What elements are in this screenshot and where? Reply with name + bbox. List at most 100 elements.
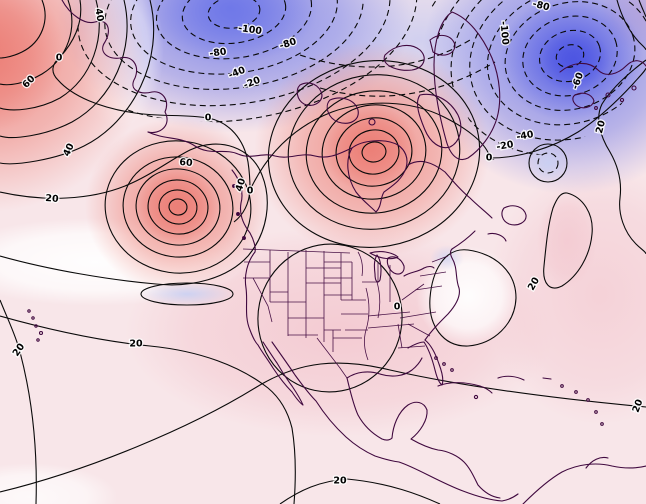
coastline-newfoundland	[501, 205, 527, 226]
island-antilles	[586, 398, 590, 402]
contour-label: 0	[247, 186, 254, 197]
pale-cold-pacific-streak	[139, 282, 235, 306]
contour-ring	[538, 29, 602, 83]
coastline-path	[346, 357, 423, 379]
contour-ring	[361, 141, 387, 163]
state-borders	[242, 248, 449, 379]
zero-band-southeast	[416, 246, 520, 346]
island-baffin	[416, 93, 462, 149]
contour-ring	[504, 1, 636, 111]
coastline-path	[451, 230, 476, 250]
lake-erie-ontario	[403, 265, 435, 277]
contour-label: 40	[92, 8, 105, 23]
zero-line-north-hudson	[249, 102, 491, 191]
coastal-islet	[619, 97, 625, 103]
contour-ring	[147, 179, 209, 235]
coastline-path	[407, 160, 493, 219]
coastline-florida	[407, 339, 444, 386]
zero-line-greenland-se	[489, 67, 646, 159]
border-segment	[242, 248, 351, 254]
contour-label: -40	[516, 129, 535, 143]
warm-teardrop-tint	[537, 192, 597, 288]
contour-ring-pale-disk	[528, 143, 568, 183]
contour-path	[0, 0, 128, 139]
contour-ring	[267, 60, 481, 248]
island-victoria	[326, 97, 359, 124]
contour-label: 0	[56, 53, 63, 64]
contour-label: 20	[333, 476, 347, 487]
island-devon	[429, 34, 456, 56]
coastline-path	[61, 0, 168, 134]
contour-label: 20	[631, 398, 646, 415]
island-hawaii	[27, 309, 31, 313]
contour-ring	[305, 90, 443, 214]
lake-superior	[369, 251, 399, 260]
pale-cold-northeast-us	[430, 245, 464, 271]
contour-ring	[155, 0, 313, 60]
lake-michigan	[373, 254, 382, 283]
coastline-hudson-bay	[347, 140, 408, 213]
island-hispaniola	[497, 375, 525, 381]
coastal-islet	[605, 92, 611, 98]
contour-ring	[122, 156, 234, 258]
coastlines	[27, 0, 646, 504]
contour-ring-central-us	[257, 243, 403, 393]
contour-ring	[158, 189, 198, 225]
coastal-islet	[631, 85, 637, 91]
border-segment	[269, 250, 342, 342]
zero-band-bottom-left	[0, 463, 118, 504]
island-antilles	[560, 384, 564, 388]
island-bahamas	[450, 368, 454, 372]
contour-path	[0, 0, 73, 86]
border-segment	[243, 261, 341, 336]
border-segment	[341, 299, 368, 331]
contour-ring	[522, 15, 618, 97]
coastline-path	[522, 463, 646, 504]
contour-label: -100	[497, 21, 510, 46]
pale-cold-disk	[524, 142, 572, 184]
contour-path	[0, 0, 100, 111]
coastal-islet	[232, 184, 236, 188]
island-hawaii	[36, 338, 40, 342]
border-segment	[324, 261, 353, 300]
contour-path	[0, 143, 268, 286]
contour-ring	[66, 0, 418, 123]
contour-ring-atlantic-teardrop	[543, 192, 593, 289]
border-segment	[399, 255, 449, 337]
contour-label: 0	[394, 302, 401, 313]
coastline-greenland	[433, 11, 501, 160]
island-iceland	[572, 92, 595, 109]
lake-huron	[386, 256, 405, 275]
contour-label: -80	[209, 46, 228, 59]
island-antilles	[574, 390, 578, 394]
island-bahamas	[434, 356, 438, 360]
contour-ring	[555, 44, 585, 68]
island-antilles	[600, 422, 604, 426]
border-segment	[316, 329, 362, 379]
island-antilles	[594, 410, 598, 414]
contour-path	[0, 0, 46, 59]
contour-label: 20	[45, 193, 60, 205]
coastline-nova-scotia	[487, 232, 507, 242]
island-cuba	[437, 382, 493, 394]
island-jamaica	[473, 394, 479, 400]
coastline-path	[559, 60, 646, 75]
contour-label: 20	[594, 119, 608, 135]
contour-ring	[348, 129, 400, 175]
contour-label: 0	[486, 153, 493, 164]
coastline-path	[231, 169, 256, 253]
warm-center-hudson-core	[322, 104, 418, 192]
contour-ring	[537, 152, 559, 174]
contour-ring	[130, 0, 338, 75]
island-hawaii	[38, 330, 44, 336]
coastline-yucatan	[391, 401, 501, 499]
contour-ring	[168, 198, 188, 216]
coastline-path	[424, 248, 460, 341]
contour-ring-pacific-streak	[140, 282, 234, 306]
contour-path	[0, 0, 155, 165]
contour-ring	[135, 168, 221, 246]
